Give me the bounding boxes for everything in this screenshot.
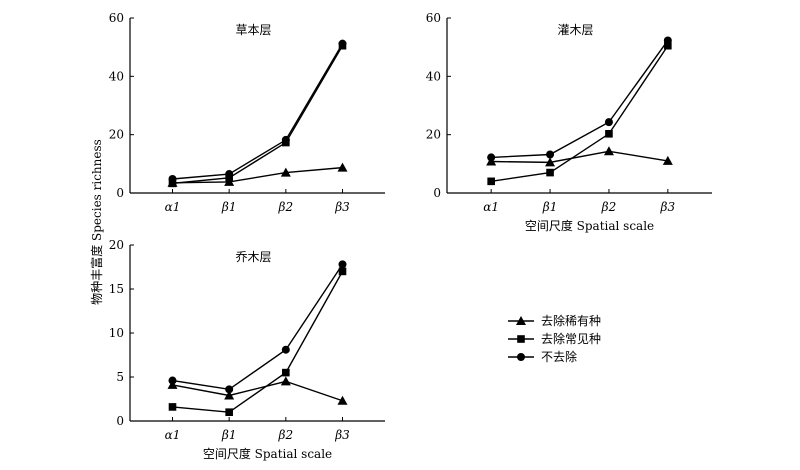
data-point-circle [604, 118, 613, 127]
x-tick-label: α1 [165, 200, 181, 214]
panel-1: 0 20 40 60 α1 β1 β2 β3 草本层 [109, 11, 385, 214]
x-axis-label: 空间尺度 Spatial scale [203, 446, 332, 461]
y-tick-label: 40 [426, 69, 441, 83]
data-point-square [338, 267, 347, 276]
data-point-square [168, 403, 177, 411]
y-tick-label: 20 [109, 238, 124, 252]
legend-label: 去除稀有种 [541, 313, 601, 328]
x-tick-label: β3 [660, 200, 676, 214]
data-point-square [664, 41, 672, 50]
series-line-circle [172, 263, 344, 391]
legend-item: 去除常见种 [508, 331, 601, 346]
x-tick-label: β1 [221, 428, 237, 442]
data-point-square [282, 368, 290, 377]
legend-item: 不去除 [508, 349, 577, 364]
data-point-triangle [280, 376, 291, 386]
legend-item: 去除稀有种 [508, 313, 601, 328]
data-point-circle [546, 150, 555, 159]
data-point-square [487, 177, 495, 186]
series-line-triangle [172, 380, 343, 402]
y-tick-label: 60 [109, 11, 124, 25]
x-axis-label: 空间尺度 Spatial scale [525, 218, 654, 233]
y-axis-label: 物种丰富度 Species richness [89, 139, 104, 305]
y-tick-label: 10 [109, 326, 124, 340]
x-tick-label: β1 [221, 200, 237, 214]
data-point-triangle [337, 395, 348, 405]
y-tick-label: 40 [109, 69, 124, 83]
y-tick-label: 5 [116, 370, 124, 384]
data-point-square [168, 179, 177, 188]
data-point-triangle [545, 157, 556, 167]
x-tick-label: α1 [483, 200, 499, 214]
data-point-circle [168, 175, 177, 183]
panel-title: 草本层 [235, 23, 271, 37]
data-point-circle [168, 376, 177, 385]
y-tick-label: 20 [109, 128, 124, 142]
series-line-circle [172, 43, 344, 180]
x-tick-label: β2 [278, 200, 294, 214]
x-tick-label: β2 [278, 428, 294, 442]
legend-marker-square [517, 335, 525, 343]
legend-label: 去除常见种 [541, 331, 601, 346]
data-point-circle [663, 36, 672, 45]
series-line-square [172, 271, 344, 413]
series-line-triangle [491, 150, 668, 164]
data-point-circle [225, 385, 234, 394]
data-point-square [605, 129, 613, 138]
data-point-circle [338, 39, 347, 48]
data-point-circle [281, 135, 290, 144]
legend-marker-circle [517, 353, 525, 361]
data-point-triangle [337, 162, 348, 172]
data-point-triangle [224, 390, 235, 400]
y-tick-label: 20 [426, 128, 441, 142]
x-tick-label: β3 [334, 428, 350, 442]
y-tick-label: 60 [426, 11, 441, 25]
data-point-triangle [603, 146, 614, 156]
series-line-triangle [172, 166, 343, 184]
series-line-square [172, 45, 344, 185]
data-point-circle [225, 170, 234, 179]
legend-label: 不去除 [541, 349, 577, 364]
panel-title: 灌木层 [557, 23, 593, 37]
y-tick-label: 0 [116, 414, 124, 428]
legend-marker-triangle [516, 316, 526, 325]
x-tick-label: β1 [542, 200, 558, 214]
data-point-triangle [662, 155, 673, 165]
data-point-circle [338, 260, 347, 269]
y-tick-label: 0 [433, 186, 441, 200]
panel-title: 乔木层 [235, 250, 271, 264]
data-point-square [546, 168, 554, 177]
data-point-triangle [280, 167, 291, 177]
x-tick-label: β3 [334, 200, 350, 214]
series-line-square [491, 45, 669, 183]
series-line-circle [491, 40, 669, 159]
x-tick-label: α1 [165, 428, 181, 442]
x-tick-label: β2 [601, 200, 617, 214]
data-point-circle [487, 153, 496, 162]
y-tick-label: 15 [109, 282, 124, 296]
data-point-square [225, 408, 233, 416]
data-point-circle [281, 345, 290, 354]
y-tick-label: 0 [116, 186, 124, 200]
